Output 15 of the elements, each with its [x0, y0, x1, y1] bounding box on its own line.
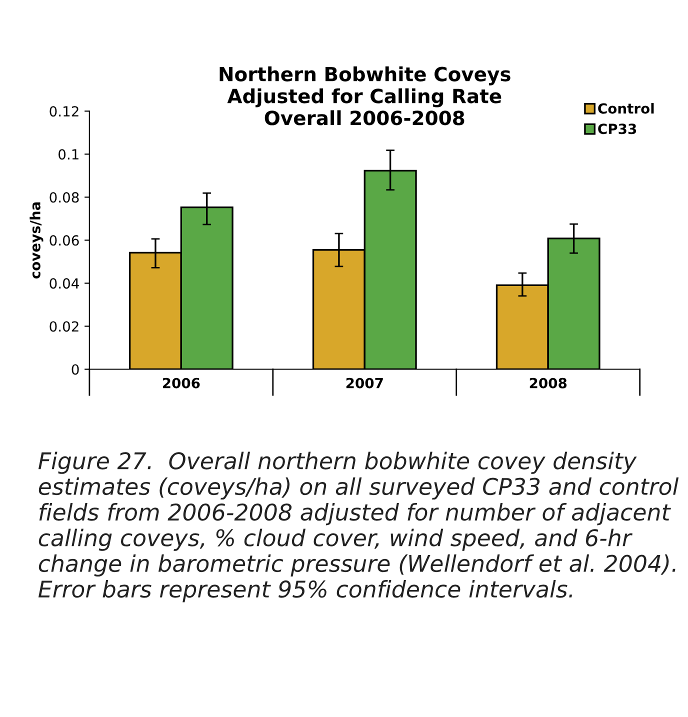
legend-label: Control: [598, 102, 654, 114]
y-axis-title: coveys/ha: [30, 202, 44, 279]
legend-label: CP33: [598, 124, 636, 134]
y-tick-label: 0.02: [50, 321, 78, 332]
caption: Figure 27. Overall northern bobwhite covey density estimates (coveys/ha) on all surveyed CP33 and control fields from 2006-2008 adjusted for number of adjacent calling coveys, % cloud cover, wind speed, and 6-hr change in barometric pressure (Wellendorf et al. 2004). Error bars represent 95% confidence intervals.: [38, 452, 679, 602]
y-tick-label: 0.04: [50, 278, 79, 289]
x-tick-label: 2007: [346, 378, 383, 388]
x-tick-label: 2008: [530, 378, 567, 388]
y-tick-label: 0.08: [50, 192, 79, 203]
chart-title: Northern Bobwhite Coveys Adjusted for Calling Rate Overall 2006-2008: [220, 66, 510, 126]
x-tick-label: 2006: [162, 378, 200, 388]
y-tick-label: 0.12: [50, 106, 78, 117]
y-tick-label: 0: [72, 364, 79, 375]
y-tick-label: 0.1: [58, 149, 78, 160]
y-tick-label: 0.06: [50, 235, 79, 246]
